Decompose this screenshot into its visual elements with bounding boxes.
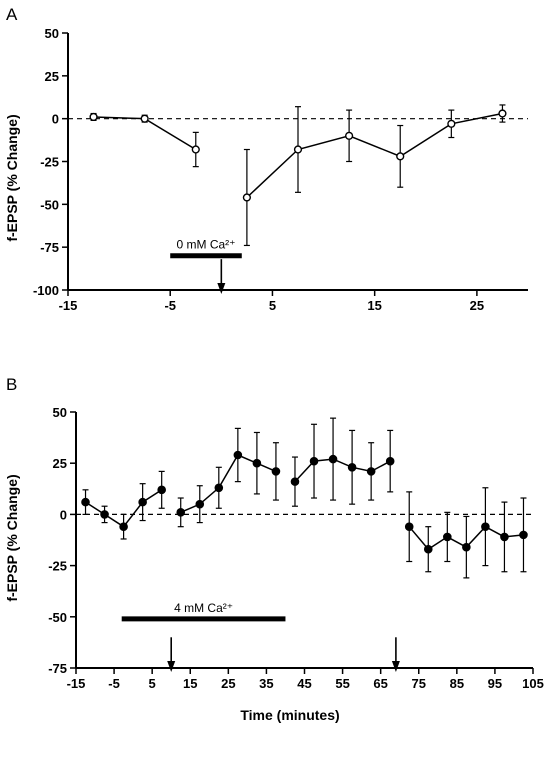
panel-b-x-tick-label: -5: [108, 676, 120, 691]
panel-a-data-point: [498, 109, 507, 118]
panel-b-x-tick-label: 55: [335, 676, 349, 691]
panel-b-data-point: [176, 508, 186, 517]
panel-b-data-point: [347, 462, 357, 472]
panel-a: A f-EPSP (% Change) 50 25 0 -25 -50 -75 -100-1…: [4, 5, 528, 313]
panel-b-x-tick-label: 65: [373, 676, 387, 691]
panel-b-x-tick-label: 75: [412, 676, 426, 691]
panel-a-data-point: [293, 145, 303, 154]
panel-a-x-tick-label: 25: [470, 298, 484, 313]
panel-b-data-point: [233, 450, 243, 460]
panel-b-data-point: [366, 467, 376, 476]
panel-b-data-point: [252, 458, 262, 468]
panel-a-arrow-head: [217, 283, 226, 294]
panel-b-data-point: [385, 456, 395, 466]
panel-a-data-point: [396, 152, 405, 161]
panel-b-x-tick-label: 35: [259, 676, 273, 691]
panel-a-series-line: [246, 112, 503, 199]
panel-b-y-tick-label: -25: [48, 559, 67, 574]
panel-b-treatment-label: 4 mM Ca²⁺: [174, 601, 233, 615]
panel-b-arrow-head: [167, 661, 176, 672]
panel-b-data-point: [138, 497, 147, 507]
panel-b-data-point: [500, 532, 509, 542]
panel-b-series-line: [180, 454, 277, 514]
panel-a-y-tick-label: -100: [33, 283, 59, 298]
panel-b-data-point: [481, 522, 490, 531]
panel-b-x-tick-label: 25: [221, 676, 235, 691]
panel-b-y-tick-label: 0: [60, 507, 67, 522]
panel-b: B f-EPSP (% Change) Time (minutes) 50 25 0…: [4, 375, 544, 723]
panel-a-y-tick-label: 25: [45, 69, 59, 84]
panel-b-x-tick-label: -15: [67, 676, 86, 691]
panel-a-x-tick-label: -5: [164, 298, 176, 313]
panel-a-y-tick-label: -25: [40, 155, 59, 170]
panel-b-x-tick-label: 45: [297, 676, 311, 691]
panel-b-data-point: [423, 544, 433, 554]
panel-b-data-point: [443, 532, 452, 542]
panel-b-y-tick-label: 50: [53, 405, 67, 420]
panel-b-x-tick-label: 85: [450, 676, 464, 691]
panel-a-data-point: [89, 112, 98, 122]
panel-a-data-point: [242, 193, 251, 202]
panel-b-data-point: [328, 454, 338, 464]
panel-b-data-point: [100, 510, 109, 519]
panel-b-y-tick-label: -50: [48, 610, 67, 625]
panel-b-y-axis-label: f-EPSP (% Change): [4, 474, 20, 601]
panel-a-data-point: [447, 119, 456, 128]
panel-b-y-tick-label: 25: [53, 456, 67, 471]
panel-a-data-point: [191, 145, 200, 154]
panel-a-data-point: [345, 131, 354, 140]
panel-b-x-tick-label: 105: [522, 676, 544, 691]
panel-b-data-point: [119, 522, 128, 531]
panel-b-data-point: [462, 542, 471, 552]
panel-a-y-tick-label: -50: [40, 197, 59, 212]
panel-a-y-axis-label: f-EPSP (% Change): [4, 114, 20, 241]
panel-a-treatment-label: 0 mM Ca²⁺: [176, 238, 235, 252]
panel-b-data-point: [81, 497, 90, 507]
panel-b-data-point: [309, 456, 319, 466]
panel-b-data-point: [195, 499, 205, 509]
panel-a-x-tick-label: 5: [269, 298, 276, 313]
panel-b-data-point: [290, 477, 300, 486]
panel-b-data-point: [519, 530, 528, 540]
panel-a-x-tick-label: -15: [59, 298, 78, 313]
panel-b-data-point: [157, 485, 166, 495]
panel-a-x-tick-label: 15: [367, 298, 381, 313]
x-axis-label: Time (minutes): [240, 707, 339, 723]
panel-b-x-tick-label: 15: [183, 676, 197, 691]
panel-b-data-point: [404, 522, 414, 531]
panel-b-x-tick-label: 95: [488, 676, 502, 691]
panel-b-data-point: [214, 483, 224, 493]
panel-b-series-line: [294, 458, 391, 483]
panel-a-data-point: [140, 114, 149, 123]
panel-a-y-tick-label: 0: [52, 112, 59, 127]
panel-a-y-tick-label: 50: [45, 26, 59, 41]
panel-b-data-point: [271, 467, 281, 476]
panel-a-y-tick-label: -75: [40, 240, 59, 255]
panel-b-label: B: [6, 375, 17, 394]
panel-b-arrow-head: [391, 661, 400, 672]
panel-b-x-tick-label: 5: [149, 676, 156, 691]
panel-b-y-tick-label: -75: [48, 661, 67, 676]
panel-a-label: A: [6, 5, 18, 24]
